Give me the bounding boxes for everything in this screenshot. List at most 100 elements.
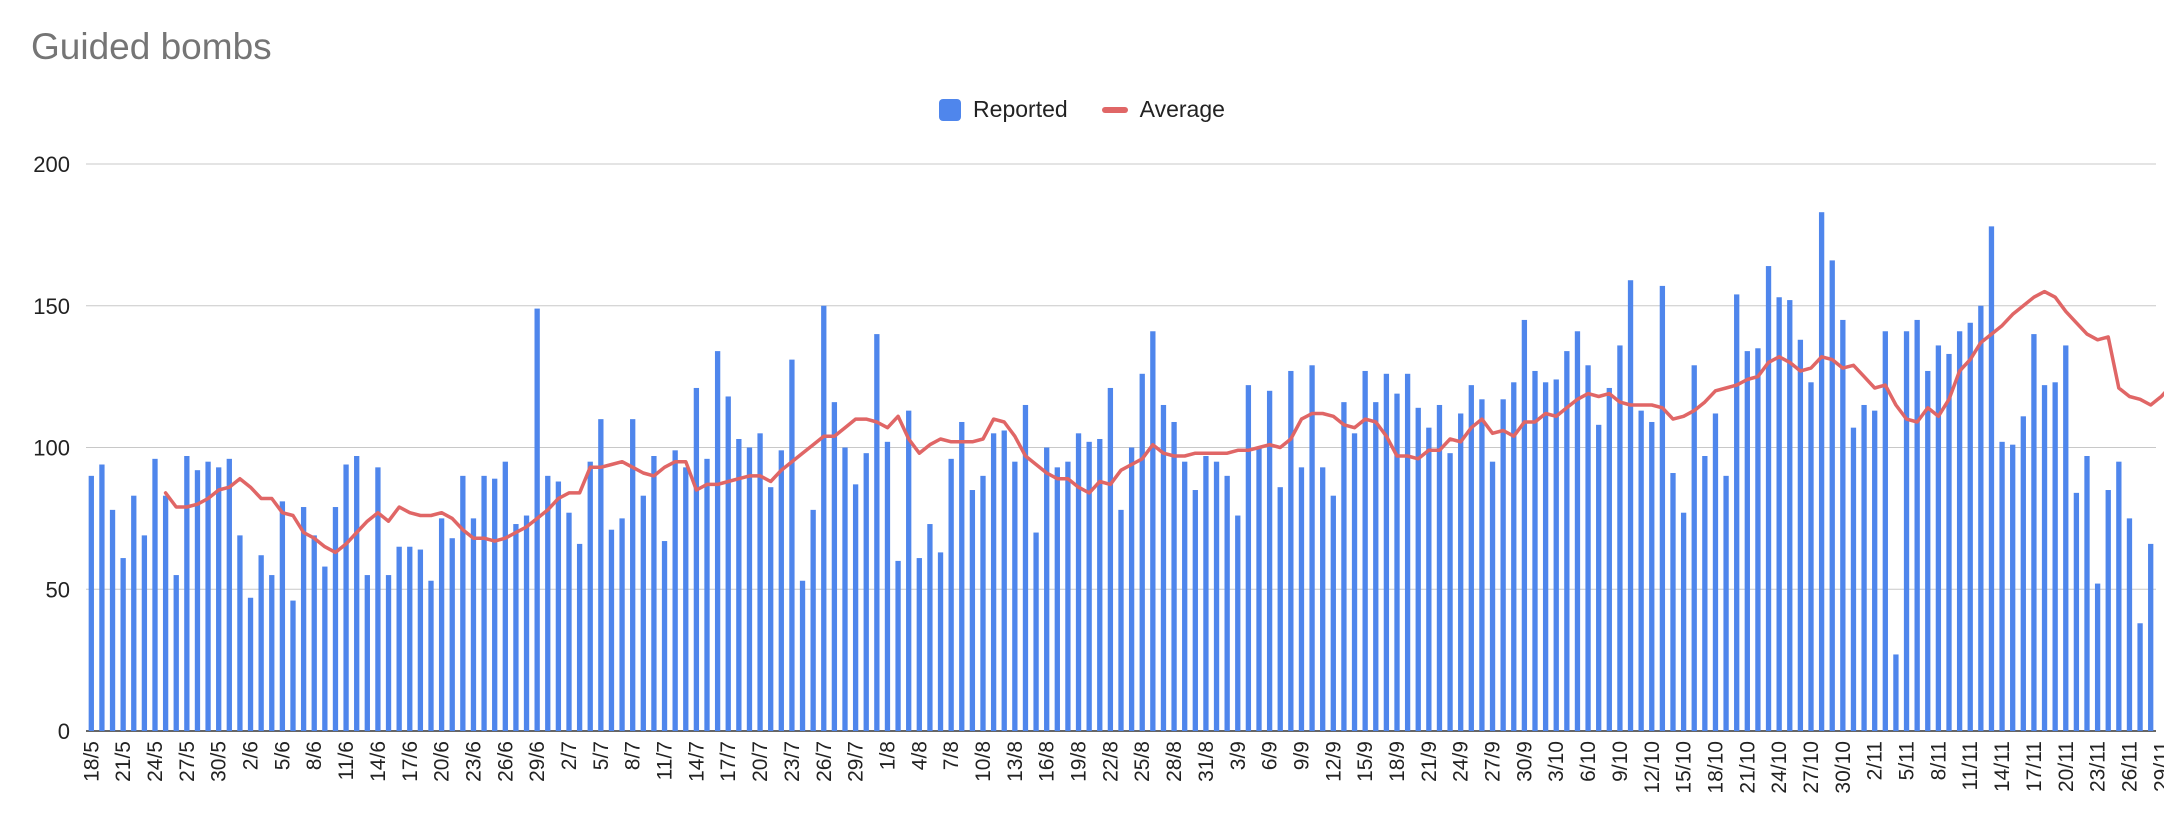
bar-reported-173 <box>1925 370 1931 731</box>
bar-reported-111 <box>1266 390 1273 731</box>
x-tick-label-29: 13/8 <box>1004 741 1027 782</box>
x-tick-label-7: 8/6 <box>303 741 326 770</box>
x-tick-label-53: 24/10 <box>1768 741 1791 794</box>
bar-reported-180 <box>1999 441 2005 731</box>
x-tick-label-30: 16/8 <box>1036 741 1059 782</box>
bar-reported-25 <box>354 456 360 731</box>
bar-reported-79 <box>927 524 933 731</box>
bar-reported-46 <box>576 543 583 731</box>
bar-reported-117 <box>1330 495 1336 731</box>
bar-reported-6 <box>152 458 158 731</box>
bar-reported-20 <box>300 507 307 731</box>
bar-reported-99 <box>1139 373 1145 731</box>
x-tick-label-63: 23/11 <box>2087 741 2110 792</box>
y-tick-label-50: 50 <box>46 577 70 602</box>
x-tick-label-4: 30/5 <box>208 741 231 782</box>
bar-reported-26 <box>364 575 370 731</box>
bar-reported-164 <box>1829 260 1835 731</box>
x-tick-label-56: 2/11 <box>1864 741 1887 780</box>
bar-reported-71 <box>842 447 848 731</box>
bar-reported-158 <box>1765 266 1772 731</box>
bar-reported-170 <box>1893 654 1899 731</box>
bar-reported-93 <box>1075 433 1082 731</box>
bar-reported-157 <box>1755 348 1761 731</box>
legend-item-average[interactable]: Average <box>1101 96 1225 123</box>
x-tick-label-6: 5/6 <box>271 741 294 770</box>
bar-reported-67 <box>799 580 806 731</box>
bar-reported-124 <box>1404 373 1411 731</box>
x-tick-label-11: 20/6 <box>431 741 454 782</box>
x-tick-label-43: 24/9 <box>1450 741 1473 782</box>
bar-reported-34 <box>449 538 455 731</box>
bar-reported-119 <box>1351 433 1358 731</box>
bar-reported-168 <box>1872 410 1878 731</box>
bar-reported-83 <box>969 490 976 731</box>
bar-reported-139 <box>1564 351 1570 731</box>
bar-reported-92 <box>1065 461 1071 731</box>
x-tick-label-13: 26/6 <box>494 741 517 782</box>
bar-reported-18 <box>279 501 286 731</box>
bar-reported-64 <box>768 487 774 731</box>
x-tick-label-18: 11/7 <box>654 741 677 780</box>
bar-reported-12 <box>216 467 222 731</box>
bar-reported-22 <box>322 566 328 731</box>
x-tick-label-46: 3/10 <box>1545 741 1568 782</box>
bar-reported-135 <box>1521 319 1528 731</box>
bar-reported-169 <box>1882 331 1888 731</box>
x-tick-label-42: 21/9 <box>1418 741 1441 782</box>
x-tick-label-9: 14/6 <box>367 741 390 782</box>
bar-reported-141 <box>1585 365 1591 731</box>
bar-reported-147 <box>1649 421 1655 731</box>
bar-reported-178 <box>1978 305 1984 731</box>
bar-reported-94 <box>1086 441 1092 731</box>
x-tick-label-19: 14/7 <box>685 741 708 782</box>
bar-reported-58 <box>704 458 710 731</box>
bar-reported-69 <box>821 305 827 731</box>
y-tick-label-0: 0 <box>58 719 70 744</box>
bar-reported-156 <box>1744 351 1750 731</box>
x-tick-label-39: 12/9 <box>1322 741 1345 782</box>
bar-reported-76 <box>895 560 901 731</box>
bar-reported-13 <box>226 458 232 731</box>
bar-reported-8 <box>173 575 179 731</box>
bar-reported-84 <box>980 475 986 731</box>
bar-reported-194 <box>2148 543 2154 731</box>
x-tick-label-61: 17/11 <box>2023 741 2046 792</box>
bar-reported-144 <box>1617 345 1623 731</box>
bar-reported-145 <box>1627 280 1634 731</box>
x-tick-label-2: 24/5 <box>144 741 167 782</box>
bar-reported-72 <box>852 484 859 731</box>
x-tick-label-14: 29/6 <box>526 741 549 782</box>
bar-reported-122 <box>1383 373 1390 731</box>
bar-reported-3 <box>120 558 126 731</box>
bar-reported-113 <box>1288 370 1294 731</box>
bar-reported-174 <box>1935 345 1942 731</box>
bar-reported-179 <box>1988 226 1995 731</box>
bar-reported-86 <box>1001 430 1007 731</box>
bar-reported-112 <box>1277 487 1283 731</box>
bar-reported-77 <box>906 410 912 731</box>
legend-item-reported[interactable]: Reported <box>939 96 1068 123</box>
bar-reported-37 <box>481 475 487 731</box>
bar-reported-106 <box>1213 461 1220 731</box>
bar-reported-133 <box>1500 399 1506 731</box>
bar-reported-152 <box>1702 456 1708 731</box>
bar-reported-146 <box>1638 410 1644 731</box>
bar-reported-23 <box>332 507 339 731</box>
bar-reported-116 <box>1320 467 1326 731</box>
bar-reported-137 <box>1542 382 1549 731</box>
bar-reported-14 <box>237 535 243 731</box>
bar-reported-123 <box>1394 393 1400 731</box>
bar-reported-59 <box>714 351 721 731</box>
bar-reported-81 <box>948 458 954 731</box>
x-tick-label-24: 29/7 <box>845 741 868 782</box>
bar-reported-75 <box>884 441 891 731</box>
bar-reported-41 <box>523 515 530 731</box>
bar-reported-103 <box>1182 461 1188 731</box>
x-tick-label-1: 21/5 <box>112 741 135 782</box>
legend-swatch-average <box>1101 106 1128 113</box>
bar-reported-47 <box>587 461 593 731</box>
bar-reported-50 <box>619 518 625 731</box>
